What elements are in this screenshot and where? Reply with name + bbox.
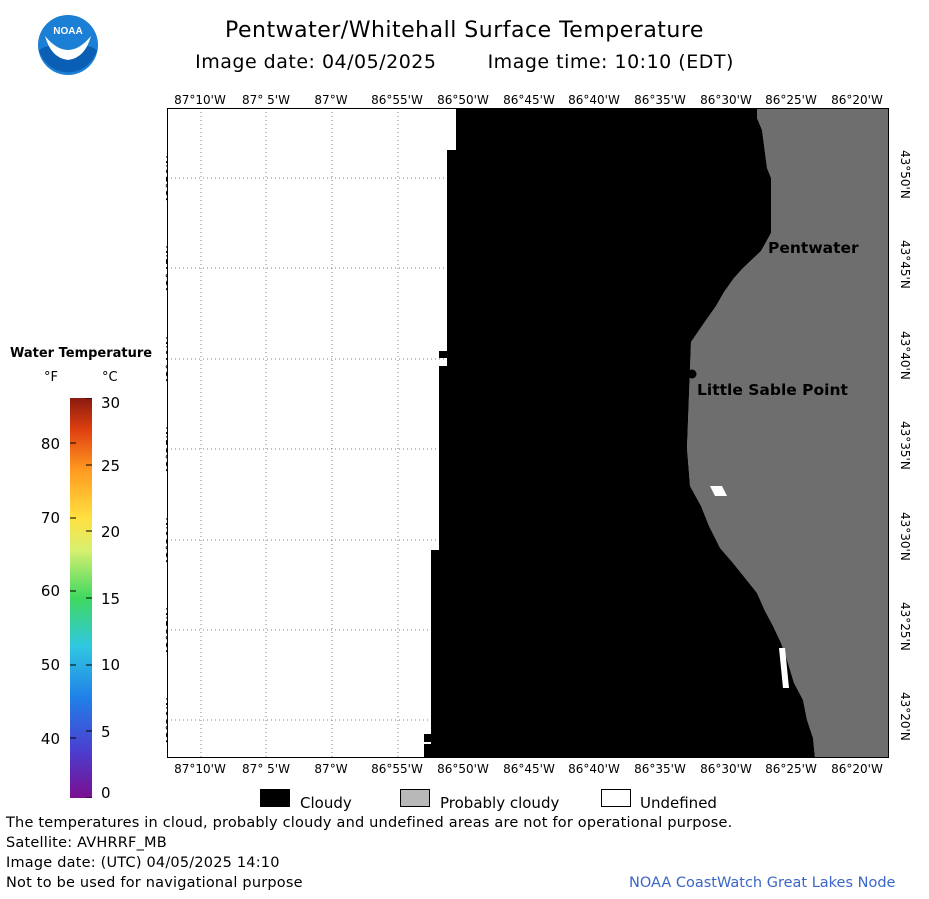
undefined-area — [779, 648, 789, 688]
footer-image-date: Image date: (UTC) 04/05/2025 14:10 — [6, 855, 280, 871]
page-title: Pentwater/Whitehall Surface Temperature — [225, 18, 704, 43]
lon-label-bottom: 86°30'W — [700, 762, 752, 776]
footer-satellite: Satellite: AVHRRF_MB — [6, 835, 167, 851]
key-label-cloudy: Cloudy — [300, 794, 352, 812]
lat-label-right: 43°35'N — [898, 421, 912, 470]
footer-navigation-warning: Not to be used for navigational purpose — [6, 875, 303, 891]
lon-label-bottom: 86°50'W — [437, 762, 489, 776]
legend-unit-f: °F — [44, 370, 58, 385]
key-label-probably-cloudy: Probably cloudy — [440, 794, 560, 812]
probably-cloudy-area — [687, 108, 889, 758]
pentwater-marker — [761, 230, 769, 238]
lat-label-right: 43°50'N — [898, 150, 912, 199]
lat-label-right: 43°25'N — [898, 602, 912, 651]
lon-label-bottom: 87°W — [314, 762, 348, 776]
map-frame — [167, 108, 889, 758]
key-swatch-probably-cloudy — [400, 789, 430, 807]
key-label-undefined: Undefined — [640, 794, 717, 812]
lon-label-bottom: 87° 5'W — [242, 762, 290, 776]
key-swatch-cloudy — [260, 789, 290, 807]
temperature-colorbar — [70, 398, 92, 798]
lon-label-bottom: 86°20'W — [831, 762, 883, 776]
lat-label-right: 43°30'N — [898, 512, 912, 561]
footer-credit-link[interactable]: NOAA CoastWatch Great Lakes Node — [629, 875, 896, 891]
lon-label-top: 87°W — [314, 93, 348, 107]
lon-label-top: 86°45'W — [503, 93, 555, 107]
legend-tick-c: 0 — [101, 784, 111, 802]
undefined-area — [710, 486, 727, 496]
little-sable-point-marker — [687, 369, 697, 379]
legend-tick-f: 80 — [40, 435, 60, 453]
lon-label-top: 86°25'W — [765, 93, 817, 107]
image-datetime: Image date: 04/05/2025 Image time: 10:10… — [0, 51, 929, 73]
cloudy-area — [439, 351, 447, 358]
lon-label-bottom: 86°25'W — [765, 762, 817, 776]
legend-tick-c: 20 — [101, 523, 121, 541]
legend-tick-c: 15 — [101, 590, 121, 608]
footer-disclaimer: The temperatures in cloud, probably clou… — [6, 815, 733, 831]
noaa-logo: NOAA — [37, 14, 99, 76]
lon-label-bottom: 86°40'W — [568, 762, 620, 776]
lon-label-top: 86°20'W — [831, 93, 883, 107]
lon-label-top: 87°10'W — [174, 93, 226, 107]
legend-tick-c: 10 — [101, 656, 121, 674]
legend-tick-f: 70 — [40, 509, 60, 527]
satellite-map[interactable] — [167, 108, 889, 758]
lon-label-bottom: 87°10'W — [174, 762, 226, 776]
lon-label-bottom: 86°55'W — [371, 762, 423, 776]
legend-tick-f: 50 — [40, 656, 60, 674]
place-label-pentwater: Pentwater — [768, 239, 859, 257]
lon-label-bottom: 86°35'W — [634, 762, 686, 776]
lon-label-top: 86°40'W — [568, 93, 620, 107]
lon-label-top: 86°50'W — [437, 93, 489, 107]
legend-tick-c: 30 — [101, 394, 121, 412]
lon-label-top: 86°55'W — [371, 93, 423, 107]
lat-label-right: 43°40'N — [898, 331, 912, 380]
lon-label-top: 86°35'W — [634, 93, 686, 107]
key-swatch-undefined — [601, 789, 631, 807]
legend-unit-c: °C — [102, 370, 118, 385]
legend-tick-f: 40 — [40, 730, 60, 748]
legend-tick-c: 25 — [101, 457, 121, 475]
cloudy-area — [424, 734, 432, 742]
lat-label-right: 43°20'N — [898, 692, 912, 741]
image-date: Image date: 04/05/2025 — [195, 51, 437, 73]
lon-label-bottom: 86°45'W — [503, 762, 555, 776]
place-label-little-sable-point: Little Sable Point — [697, 381, 848, 399]
image-time: Image time: 10:10 (EDT) — [487, 51, 734, 73]
lon-label-top: 87° 5'W — [242, 93, 290, 107]
legend-title: Water Temperature — [10, 346, 153, 361]
lat-label-right: 43°45'N — [898, 240, 912, 289]
logo-text: NOAA — [53, 26, 82, 37]
cloudy-area — [424, 108, 815, 758]
lon-label-top: 86°30'W — [700, 93, 752, 107]
legend-tick-c: 5 — [101, 723, 111, 741]
legend-tick-f: 60 — [40, 582, 60, 600]
